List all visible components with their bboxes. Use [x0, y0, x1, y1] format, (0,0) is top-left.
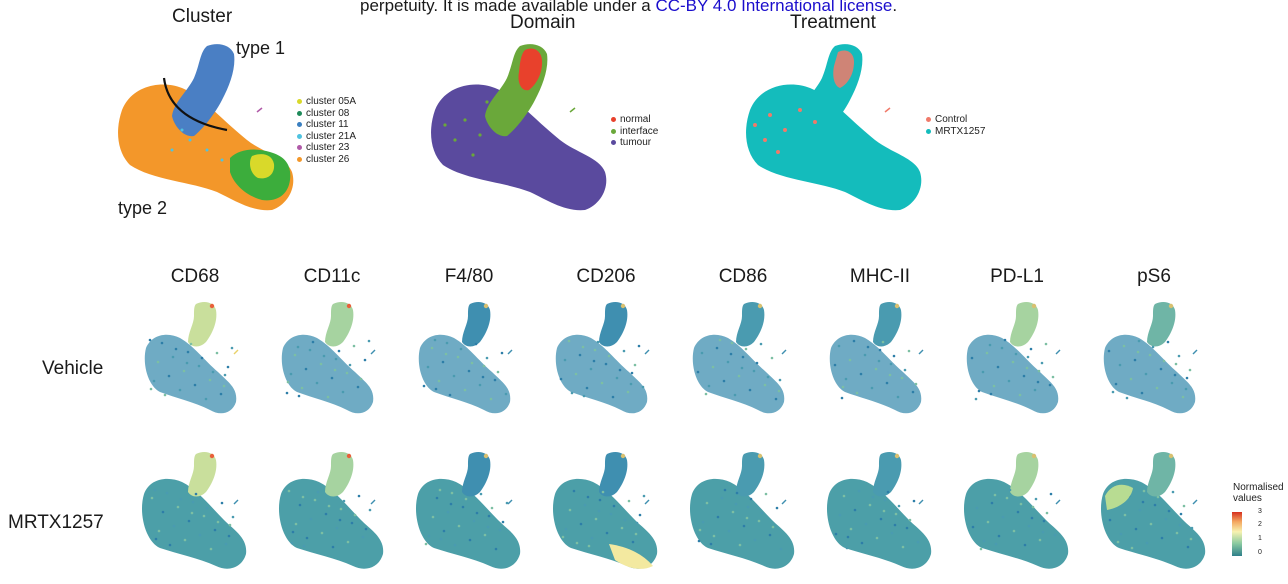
colorbar-tick-1: 1: [1258, 535, 1262, 542]
legend-swatch: [297, 145, 302, 151]
colorbar-tick-3: 3: [1258, 508, 1262, 515]
marker-title: CD206: [576, 266, 636, 287]
marker-umap-mrtx1257: [552, 452, 658, 569]
legend-swatch: [611, 128, 616, 134]
domain-legend: normal interface tumour: [611, 114, 658, 149]
marker-umap-vehicle: [692, 302, 787, 414]
marker-title: MHC-II: [849, 266, 911, 287]
colorbar-title: Normalised values: [1233, 482, 1284, 504]
marker-umap-vehicle: [829, 302, 924, 414]
marker-umap-vehicle: [418, 302, 513, 414]
legend-label: cluster 26: [306, 153, 350, 165]
legend-label: cluster 23: [306, 142, 350, 153]
marker-umap-mrtx1257: [1100, 452, 1206, 569]
cluster-umap-plot: [118, 44, 294, 211]
marker-umap-mrtx1257: [278, 452, 384, 569]
domain-legend-item: interface: [611, 126, 658, 138]
legend-swatch: [926, 117, 931, 123]
marker-umap-mrtx1257: [415, 452, 521, 569]
cluster-legend-item: cluster 23: [297, 142, 356, 154]
legend-swatch: [297, 122, 302, 128]
legend-label: interface: [620, 125, 659, 137]
legend-swatch: [297, 110, 302, 116]
marker-title: pS6: [1137, 266, 1171, 287]
domain-umap-plot: [431, 44, 607, 211]
marker-umap-vehicle: [966, 302, 1061, 414]
colorbar-gradient: [1232, 512, 1242, 556]
row-label-mrtx1257: MRTX1257: [8, 512, 104, 533]
legend-swatch: [611, 117, 616, 123]
cluster-legend-item: cluster 11: [297, 119, 356, 131]
legend-label: tumour: [620, 137, 652, 148]
legend-label: Control: [935, 114, 968, 125]
treatment-panel-title: Treatment: [790, 12, 876, 33]
row-label-vehicle: Vehicle: [42, 358, 104, 379]
marker-umap-vehicle: [281, 302, 376, 414]
marker-umap-vehicle: [1103, 302, 1198, 414]
type-2-label: type 2: [118, 198, 168, 218]
cluster-legend-item: cluster 26: [297, 154, 356, 166]
marker-title: CD68: [170, 266, 220, 287]
legend-label: cluster 05A: [306, 96, 357, 107]
cluster-05a-region: [250, 154, 275, 179]
legend-label: MRTX1257: [935, 125, 986, 137]
legend-swatch: [297, 156, 302, 162]
cluster-legend-item: cluster 05A: [297, 96, 356, 108]
marker-title: PD-L1: [990, 266, 1044, 287]
colorbar-tick-2: 2: [1258, 521, 1262, 528]
marker-title: F4/80: [444, 266, 494, 287]
treatment-umap-plot: [746, 44, 922, 211]
cluster-legend: cluster 05A cluster 08 cluster 11 cluster 2…: [297, 96, 356, 165]
treatment-legend-item: MRTX1257: [926, 126, 985, 138]
legend-label: cluster 11: [306, 119, 349, 130]
boundary-curve: [162, 77, 228, 132]
treatment-legend: Control MRTX1257: [926, 114, 985, 137]
license-suffix: .: [892, 0, 898, 15]
marker-umap-mrtx1257: [963, 452, 1069, 569]
license-link[interactable]: CC-BY 4.0 International license: [655, 0, 893, 15]
colorbar-tick-0: 0: [1258, 549, 1262, 556]
marker-umap-mrtx1257: [689, 452, 795, 569]
domain-legend-item: normal: [611, 114, 658, 126]
domain-legend-item: tumour: [611, 137, 658, 149]
cluster-legend-item: cluster 21A: [297, 131, 356, 143]
colorbar-title-line2: values: [1233, 493, 1262, 504]
legend-label: cluster 08: [306, 107, 350, 119]
marker-umap-vehicle: [144, 302, 239, 414]
cluster-11-region: [172, 44, 235, 137]
legend-swatch: [926, 128, 931, 134]
marker-umap-mrtx1257: [826, 452, 932, 569]
license-notice: perpetuity. It is made available under a…: [360, 0, 897, 16]
colorbar-title-line1: Normalised: [1233, 482, 1284, 493]
domain-panel-title: Domain: [510, 12, 576, 33]
legend-swatch: [297, 133, 302, 139]
type-1-label: type 1: [236, 38, 286, 58]
legend-swatch: [611, 140, 616, 146]
marker-umap-mrtx1257: [141, 452, 247, 569]
marker-title: CD86: [718, 266, 768, 287]
cluster-panel-title: Cluster: [172, 6, 233, 27]
legend-label: normal: [620, 114, 651, 125]
legend-label: cluster 21A: [306, 130, 357, 142]
marker-umap-vehicle: [555, 302, 650, 414]
legend-swatch: [297, 99, 302, 105]
cluster-legend-item: cluster 08: [297, 108, 356, 120]
marker-title: CD11c: [303, 266, 361, 287]
treatment-legend-item: Control: [926, 114, 985, 126]
license-prefix: perpetuity. It is made available under a: [360, 0, 656, 15]
